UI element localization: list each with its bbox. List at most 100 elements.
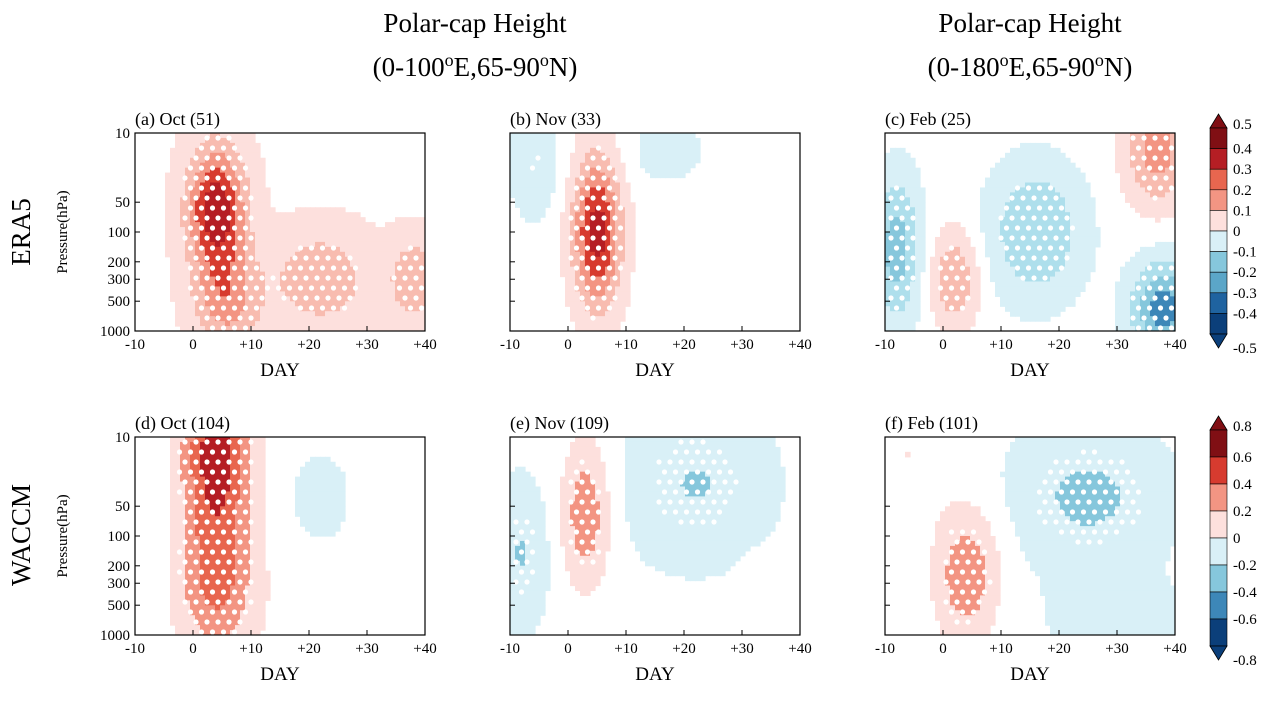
field-cell — [175, 276, 181, 283]
significance-dot — [595, 305, 602, 311]
field-cell — [1045, 187, 1051, 193]
field-cell — [895, 172, 901, 179]
field-cell — [1070, 241, 1076, 248]
field-cell — [200, 197, 206, 203]
field-cell — [1065, 172, 1071, 179]
field-cell — [910, 177, 916, 184]
field-cell — [645, 152, 651, 159]
field-cell — [325, 246, 331, 253]
field-cell — [250, 162, 256, 169]
field-cell — [585, 311, 591, 317]
field-cell — [1035, 286, 1041, 292]
field-cell — [600, 222, 606, 228]
field-cell — [240, 555, 246, 562]
field-cell — [965, 291, 971, 297]
field-cell — [185, 600, 191, 606]
field-cell — [585, 232, 591, 238]
field-cell — [195, 142, 201, 149]
field-cell — [1120, 306, 1126, 312]
field-cell — [1070, 212, 1076, 218]
field-cell — [255, 296, 261, 302]
field-cell — [285, 281, 291, 288]
field-cell — [210, 291, 216, 297]
field-cell — [520, 192, 526, 198]
field-cell — [1065, 232, 1071, 238]
field-cell — [1150, 281, 1156, 288]
field-cell — [640, 162, 646, 169]
field-cell — [955, 311, 961, 317]
field-cell — [200, 451, 206, 458]
field-cell — [320, 241, 326, 248]
field-cell — [385, 256, 391, 263]
field-cell — [920, 256, 926, 263]
field-cell — [1035, 306, 1041, 312]
field-cell — [1025, 261, 1031, 268]
field-cell — [260, 437, 266, 443]
field-cell — [250, 202, 256, 208]
field-cell — [540, 177, 546, 184]
field-cell — [200, 241, 206, 248]
field-cell — [1020, 207, 1026, 213]
field-cell — [215, 476, 221, 483]
field-cell — [235, 550, 241, 557]
field-cell — [235, 595, 241, 601]
field-cell — [995, 172, 1001, 179]
field-cell — [535, 187, 541, 193]
field-cell — [245, 590, 251, 596]
field-cell — [665, 147, 671, 154]
field-cell — [210, 256, 216, 263]
significance-dot — [237, 195, 243, 201]
field-cell — [245, 550, 251, 557]
significance-dot — [1058, 225, 1065, 231]
field-cell — [955, 301, 961, 307]
field-cell — [600, 266, 606, 273]
field-cell — [945, 301, 951, 307]
field-cell — [395, 301, 401, 307]
field-cell — [380, 306, 386, 312]
field-cell — [195, 316, 201, 322]
field-cell — [230, 545, 236, 552]
field-cell — [1160, 177, 1166, 184]
field-cell — [560, 251, 566, 258]
field-cell — [1160, 157, 1166, 164]
field-cell — [600, 152, 606, 159]
field-cell — [255, 610, 261, 616]
field-cell — [1000, 286, 1006, 292]
field-cell — [300, 236, 306, 243]
field-cell — [205, 605, 211, 611]
field-cell — [235, 172, 241, 179]
field-cell — [335, 311, 341, 317]
significance-dot — [187, 205, 194, 211]
field-cell — [950, 296, 956, 302]
field-cell — [335, 227, 341, 233]
field-cell — [375, 227, 381, 233]
field-cell — [320, 281, 326, 288]
field-cell — [370, 291, 376, 297]
field-cell — [600, 147, 606, 154]
field-cell — [580, 133, 586, 139]
field-cell — [240, 286, 246, 292]
field-cell — [1035, 202, 1041, 208]
field-cell — [625, 197, 631, 203]
field-cell — [1035, 261, 1041, 268]
field-cell — [1140, 251, 1146, 258]
field-cell — [520, 207, 526, 213]
field-cell — [1125, 133, 1131, 139]
field-cell — [520, 142, 526, 149]
field-cell — [235, 491, 241, 497]
field-cell — [270, 311, 276, 317]
significance-dot — [1058, 245, 1065, 251]
field-cell — [200, 301, 206, 307]
field-cell — [390, 296, 396, 302]
field-cell — [185, 311, 191, 317]
field-cell — [180, 142, 186, 149]
field-cell — [695, 152, 701, 159]
field-cell — [1045, 271, 1051, 278]
field-cell — [510, 147, 516, 154]
significance-dot — [617, 205, 624, 211]
field-cell — [520, 162, 526, 169]
field-cell — [245, 501, 251, 507]
field-cell — [605, 212, 611, 218]
field-cell — [920, 222, 926, 228]
field-cell — [585, 152, 591, 159]
